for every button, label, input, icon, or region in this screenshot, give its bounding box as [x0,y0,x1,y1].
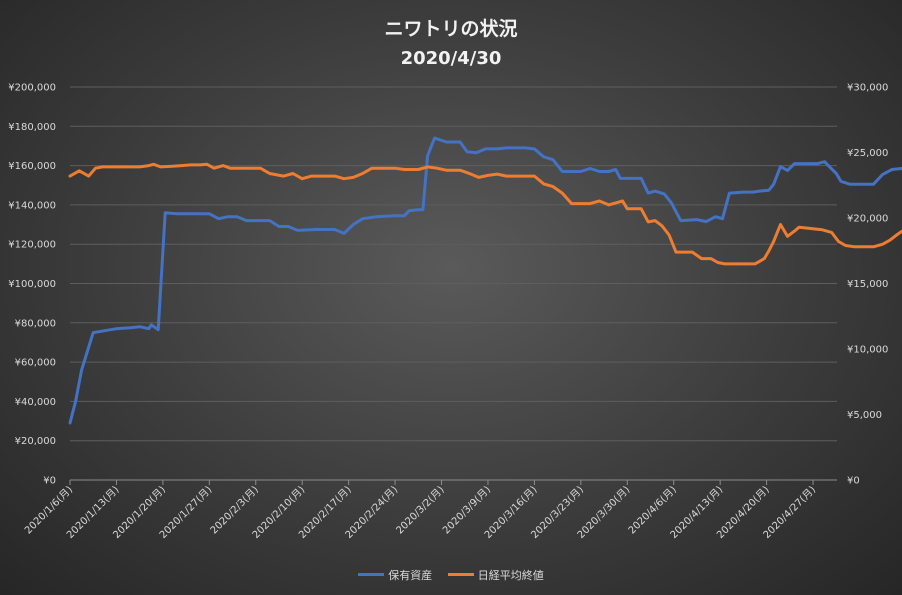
legend-item-nikkei: 日経平均終値 [447,567,544,583]
chart-subtitle: 2020/4/30 [400,48,502,69]
y-left-tick-label: ¥160,000 [8,161,56,172]
y-left-tick-label: ¥180,000 [8,122,56,133]
legend-swatch-nikkei [447,573,474,576]
legend-swatch-assets [358,573,385,576]
y-right-tick-label: ¥20,000 [847,214,888,225]
legend-label-nikkei: 日経平均終値 [477,568,544,582]
y-left-tick-label: ¥20,000 [15,436,56,447]
y-right-tick-label: ¥30,000 [847,83,888,94]
chart-legend: 保有資産 日経平均終値 [0,566,902,583]
series-line-assets [68,136,902,425]
y-left-tick-label: ¥140,000 [8,200,56,211]
y-right-tick-label: ¥5,000 [847,410,882,421]
y-left-tick-label: ¥200,000 [8,83,56,94]
y-left-tick-label: ¥120,000 [8,240,56,251]
y-left-tick-label: ¥40,000 [15,397,56,408]
x-tick-label: 2020/2/3(月) [208,484,261,537]
y-right-tick-label: ¥10,000 [847,345,888,356]
y-right-tick-label: ¥0 [847,476,860,487]
legend-label-assets: 保有資産 [388,568,433,582]
series-line-nikkei [68,162,902,266]
y-right-tick-label: ¥15,000 [847,279,888,290]
y-left-tick-label: ¥100,000 [8,279,56,290]
y-left-tick-label: ¥80,000 [15,318,56,329]
legend-item-assets: 保有資産 [358,567,432,583]
y-left-tick-label: ¥0 [43,476,56,487]
x-tick-label: 2020/4/6(月) [626,484,679,537]
y-left-tick-label: ¥60,000 [15,358,56,369]
x-tick-label: 2020/1/6(月) [22,484,75,537]
x-tick-label: 2020/3/9(月) [440,484,493,537]
y-right-tick-label: ¥25,000 [847,148,888,159]
x-tick-label: 2020/3/2(月) [394,484,447,537]
chart-title: ニワトリの状況 [384,18,518,40]
